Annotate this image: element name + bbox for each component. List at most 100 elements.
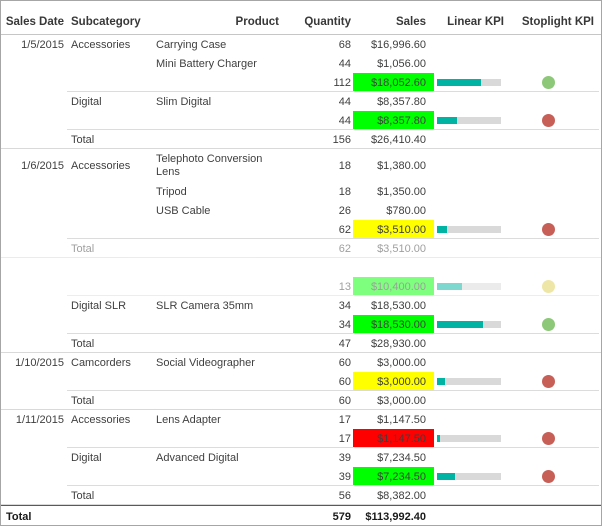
item-row: USB Cable 26 $780.00 bbox=[1, 201, 601, 220]
group-total-label: Total bbox=[71, 242, 95, 255]
quantity-cell: 62 bbox=[338, 242, 351, 255]
subtotal-row: 60 $3,000.00 bbox=[1, 372, 601, 391]
linear-kpi-fill bbox=[437, 321, 484, 328]
stoplight-kpi-cell bbox=[511, 429, 601, 448]
quantity-cell: 44 bbox=[338, 95, 351, 108]
subcategory-cell: Camcorders bbox=[71, 356, 131, 369]
subtotal-row: 44 $8,357.80 bbox=[1, 111, 601, 130]
stoplight-kpi-cell bbox=[511, 486, 601, 505]
item-row: 1/11/2015 Accessories Lens Adapter 17 $1,147… bbox=[1, 410, 601, 429]
sales-cell: $28,930.00 bbox=[370, 337, 426, 350]
stoplight-green-dot-icon bbox=[542, 76, 555, 89]
linear-kpi-cell bbox=[434, 506, 511, 525]
column-header-sales-date: Sales Date bbox=[5, 15, 64, 28]
group-total-row: Total 156 $26,410.40 bbox=[1, 130, 601, 149]
product-cell: USB Cable bbox=[156, 204, 211, 217]
sales-cell: $8,382.00 bbox=[377, 489, 426, 502]
subcategory-cell: Accessories bbox=[71, 38, 131, 51]
item-row: Digital Slim Digital 44 $8,357.80 bbox=[1, 92, 601, 111]
sales-cell: $3,000.00 bbox=[353, 372, 434, 391]
stoplight-red-dot-icon bbox=[542, 223, 555, 236]
linear-kpi-cell bbox=[434, 258, 511, 277]
product-cell: Lens Adapter bbox=[156, 413, 221, 426]
sales-cell: $1,147.50 bbox=[353, 429, 434, 448]
quantity-cell: 39 bbox=[338, 470, 351, 483]
stoplight-kpi-cell bbox=[511, 372, 601, 391]
linear-kpi-cell bbox=[434, 410, 511, 429]
quantity-cell: 17 bbox=[338, 432, 351, 445]
quantity-cell: 68 bbox=[338, 38, 351, 51]
linear-kpi-cell bbox=[434, 467, 511, 486]
linear-kpi-cell bbox=[434, 35, 511, 54]
linear-kpi-cell bbox=[434, 239, 511, 258]
quantity-cell: 112 bbox=[333, 76, 351, 89]
sales-cell: $7,234.50 bbox=[377, 451, 426, 464]
stoplight-kpi-cell bbox=[511, 73, 601, 92]
product-cell: Telephoto Conversion Lens bbox=[156, 152, 263, 178]
product-cell: SLR Camera 35mm bbox=[156, 299, 254, 312]
quantity-cell: 60 bbox=[338, 356, 351, 369]
subcategory-cell: Digital bbox=[71, 95, 102, 108]
linear-kpi-bar bbox=[437, 435, 501, 442]
linear-kpi-cell bbox=[434, 130, 511, 149]
stoplight-kpi-cell bbox=[511, 182, 601, 201]
quantity-cell: 60 bbox=[338, 375, 351, 388]
linear-kpi-cell bbox=[434, 372, 511, 391]
column-header-subcategory: Subcategory bbox=[71, 15, 141, 28]
linear-kpi-fill bbox=[437, 283, 462, 290]
stoplight-kpi-cell bbox=[511, 315, 601, 334]
stoplight-kpi-cell bbox=[511, 410, 601, 429]
linear-kpi-fill bbox=[437, 435, 441, 442]
sales-cell: $1,350.00 bbox=[377, 185, 426, 198]
sales-cell: $1,147.50 bbox=[377, 413, 426, 426]
table-body: 1/5/2015 Accessories Carrying Case 68 $16,99… bbox=[1, 35, 601, 525]
linear-kpi-cell bbox=[434, 73, 511, 92]
stoplight-kpi-cell bbox=[511, 92, 601, 111]
linear-kpi-bar bbox=[437, 473, 501, 480]
sales-cell: $18,530.00 bbox=[353, 315, 434, 334]
column-header-quantity: Quantity bbox=[304, 15, 351, 28]
stoplight-red-dot-icon bbox=[542, 375, 555, 388]
linear-kpi-bar bbox=[437, 283, 501, 290]
stoplight-kpi-cell bbox=[511, 35, 601, 54]
subtotal-row: 17 $1,147.50 bbox=[1, 429, 601, 448]
linear-kpi-bar bbox=[437, 378, 501, 385]
quantity-cell: 17 bbox=[338, 413, 351, 426]
item-row: Mini Battery Charger 44 $1,056.00 bbox=[1, 54, 601, 73]
linear-kpi-cell bbox=[434, 334, 511, 353]
stoplight-kpi-cell bbox=[511, 111, 601, 130]
group-total-row: Total 62 $3,510.00 bbox=[1, 239, 601, 258]
linear-kpi-cell bbox=[434, 448, 511, 467]
linear-kpi-cell bbox=[434, 391, 511, 410]
quantity-cell: 156 bbox=[332, 133, 351, 146]
quantity-cell: 62 bbox=[338, 223, 351, 236]
stoplight-kpi-cell bbox=[511, 54, 601, 73]
group-total-label: Total bbox=[71, 133, 95, 146]
linear-kpi-cell bbox=[434, 277, 511, 296]
linear-kpi-cell bbox=[434, 296, 511, 315]
stoplight-kpi-cell bbox=[511, 277, 601, 296]
stoplight-red-dot-icon bbox=[542, 470, 555, 483]
sales-cell: $8,357.80 bbox=[353, 111, 434, 130]
column-header-stoplight-kpi: Stoplight KPI bbox=[521, 15, 594, 28]
product-cell: Carrying Case bbox=[156, 38, 227, 51]
table-header: Sales Date Subcategory Product Quantity Sale… bbox=[1, 9, 601, 35]
linear-kpi-cell bbox=[434, 92, 511, 111]
stoplight-kpi-cell bbox=[511, 334, 601, 353]
sales-cell: $18,052.60 bbox=[353, 73, 434, 92]
linear-kpi-cell bbox=[434, 111, 511, 130]
linear-kpi-cell bbox=[434, 486, 511, 505]
product-cell: Advanced Digital bbox=[156, 451, 239, 464]
linear-kpi-cell bbox=[434, 220, 511, 239]
stoplight-red-dot-icon bbox=[542, 114, 555, 127]
sales-cell: $3,510.00 bbox=[377, 242, 426, 255]
linear-kpi-fill bbox=[437, 378, 445, 385]
product-cell: Social Videographer bbox=[156, 356, 255, 369]
linear-kpi-bar bbox=[437, 226, 501, 233]
sales-date-cell: 1/10/2015 bbox=[15, 356, 64, 369]
sales-cell: $1,380.00 bbox=[377, 159, 426, 172]
product-cell: Tripod bbox=[156, 185, 187, 198]
stoplight-yellow-dot-icon bbox=[542, 280, 555, 293]
linear-kpi-fill bbox=[437, 473, 455, 480]
stoplight-kpi-cell bbox=[511, 239, 601, 258]
